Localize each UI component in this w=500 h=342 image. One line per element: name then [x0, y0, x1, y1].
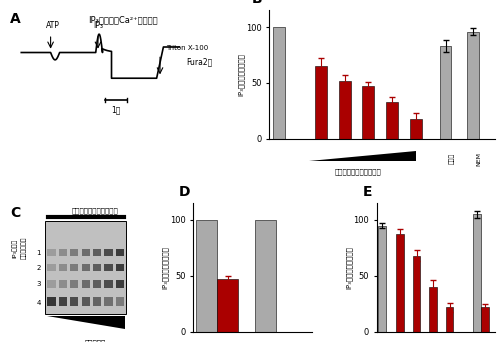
Bar: [468, 31, 479, 139]
Text: IP₃: IP₃: [94, 22, 104, 30]
FancyBboxPatch shape: [82, 264, 90, 271]
FancyBboxPatch shape: [70, 280, 78, 288]
Text: Triton X-100: Triton X-100: [166, 45, 208, 51]
Bar: [196, 220, 217, 332]
Text: 4: 4: [36, 300, 41, 306]
Polygon shape: [46, 316, 124, 329]
Bar: [481, 307, 488, 332]
FancyBboxPatch shape: [104, 297, 112, 306]
Y-axis label: IP₃受容体活性（％）: IP₃受容体活性（％）: [346, 246, 352, 289]
Bar: [440, 46, 452, 139]
Y-axis label: IP₃受容体活性（％）: IP₃受容体活性（％）: [162, 246, 168, 289]
Text: 1: 1: [36, 250, 41, 256]
Text: D: D: [179, 185, 190, 199]
Bar: [430, 287, 437, 332]
FancyBboxPatch shape: [93, 280, 102, 288]
Bar: [274, 27, 285, 139]
Polygon shape: [309, 151, 416, 161]
Bar: [255, 220, 276, 332]
FancyBboxPatch shape: [48, 264, 56, 271]
Text: E: E: [362, 185, 372, 199]
Text: カナマイシン: カナマイシン: [22, 237, 27, 259]
FancyBboxPatch shape: [58, 249, 67, 256]
Text: IP₃受容体: IP₃受容体: [12, 238, 18, 258]
Y-axis label: IP₃受容体活性（％）: IP₃受容体活性（％）: [238, 53, 244, 96]
Bar: [474, 214, 481, 332]
Text: NEM: NEM: [476, 152, 482, 166]
FancyBboxPatch shape: [58, 297, 67, 306]
FancyBboxPatch shape: [116, 297, 124, 306]
FancyBboxPatch shape: [48, 297, 56, 306]
Text: 3: 3: [36, 281, 41, 288]
FancyBboxPatch shape: [82, 297, 90, 306]
FancyBboxPatch shape: [58, 280, 67, 288]
Bar: [410, 119, 422, 139]
Bar: [396, 235, 404, 332]
Text: ATP: ATP: [46, 22, 60, 30]
FancyBboxPatch shape: [93, 264, 102, 271]
FancyBboxPatch shape: [70, 264, 78, 271]
FancyBboxPatch shape: [82, 249, 90, 256]
FancyBboxPatch shape: [104, 280, 112, 288]
Text: B: B: [252, 0, 262, 6]
Text: 2: 2: [36, 265, 41, 271]
Text: トランスグルタミナーゼ: トランスグルタミナーゼ: [335, 168, 382, 174]
FancyBboxPatch shape: [93, 297, 102, 306]
FancyBboxPatch shape: [58, 264, 67, 271]
FancyBboxPatch shape: [70, 297, 78, 306]
FancyBboxPatch shape: [104, 264, 112, 271]
Bar: [362, 86, 374, 139]
Bar: [446, 307, 454, 332]
Text: ビオチン・
ペンチルアミン: ビオチン・ ペンチルアミン: [80, 340, 110, 342]
FancyBboxPatch shape: [46, 221, 126, 314]
FancyBboxPatch shape: [48, 249, 56, 256]
FancyBboxPatch shape: [82, 280, 90, 288]
Text: Fura2比: Fura2比: [186, 57, 212, 66]
Bar: [217, 279, 238, 332]
Bar: [338, 81, 350, 139]
Text: トランスグルタミナーゼ: トランスグルタミナーゼ: [72, 207, 118, 214]
Text: C: C: [10, 206, 20, 220]
FancyBboxPatch shape: [93, 249, 102, 256]
Text: IP₃受容体のCa²⁺放出活性: IP₃受容体のCa²⁺放出活性: [88, 16, 158, 25]
Text: 1分: 1分: [112, 105, 120, 114]
Bar: [386, 102, 398, 139]
Bar: [378, 225, 386, 332]
Text: 熱処理: 熱処理: [448, 152, 454, 163]
FancyBboxPatch shape: [104, 249, 112, 256]
FancyBboxPatch shape: [116, 249, 124, 256]
Bar: [412, 256, 420, 332]
Bar: [315, 66, 327, 139]
FancyBboxPatch shape: [48, 280, 56, 288]
FancyBboxPatch shape: [70, 249, 78, 256]
Text: A: A: [10, 12, 21, 26]
FancyBboxPatch shape: [116, 280, 124, 288]
FancyBboxPatch shape: [116, 264, 124, 271]
